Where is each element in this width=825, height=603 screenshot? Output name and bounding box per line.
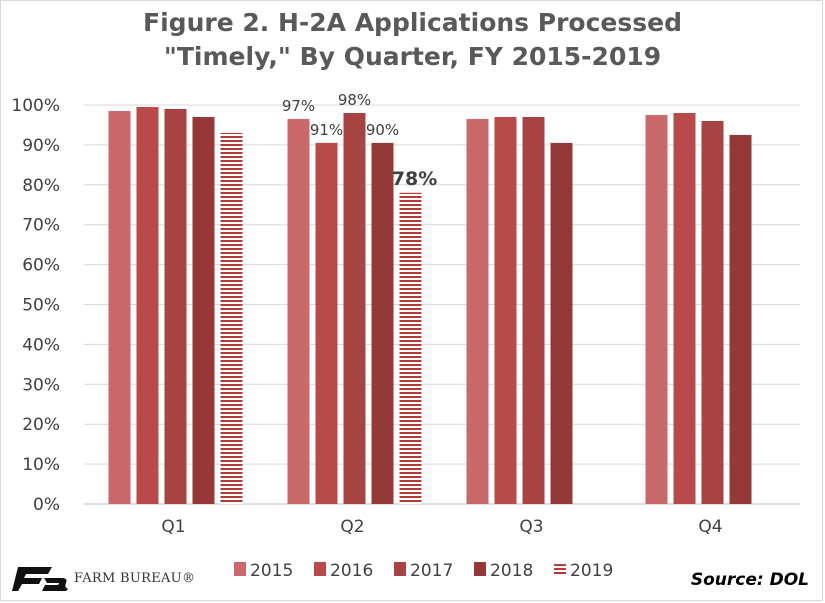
farm-bureau-logo: FARM BUREAU® <box>12 560 195 596</box>
y-tick-label: 50% <box>22 296 60 316</box>
legend-swatch-2015 <box>234 562 246 576</box>
y-tick-label: 40% <box>22 335 60 355</box>
y-tick-label: 10% <box>22 455 60 475</box>
x-tick-label: Q1 <box>161 517 185 537</box>
bar-2015-q3 <box>466 118 489 504</box>
legend-label-2019: 2019 <box>570 561 613 581</box>
y-axis-ticks: 0% 10% 20% 30% 40% 50% 60% 70% 80% 90% 100% <box>11 96 60 515</box>
bar-2017-q4 <box>701 120 724 505</box>
legend-label-2018: 2018 <box>490 561 533 581</box>
bar-2019-q2 <box>399 192 422 504</box>
bar-2019-q1 <box>220 132 243 504</box>
legend-label-2017: 2017 <box>410 561 453 581</box>
data-label-2015-q2: 97% <box>282 97 315 115</box>
farm-bureau-logo-text: FARM BUREAU® <box>74 570 196 586</box>
legend-swatch-2018 <box>474 562 486 576</box>
legend-label-2016: 2016 <box>330 561 373 581</box>
x-tick-label: Q4 <box>698 517 722 537</box>
legend-swatch-2016 <box>314 562 326 576</box>
x-axis-ticks: Q1 Q2 Q3 Q4 <box>161 517 722 537</box>
legend: 2015 2016 2017 2018 2019 <box>234 561 613 581</box>
bar-2015-q4 <box>645 114 668 504</box>
bar-2016-q1 <box>136 106 159 505</box>
bar-2016-q3 <box>494 116 517 504</box>
farm-bureau-logo-icon <box>12 567 68 591</box>
source-note: Source: DOL <box>690 570 809 590</box>
bars <box>108 106 752 505</box>
y-tick-label: 70% <box>22 216 60 236</box>
data-labels: 97% 91% 98% 90% 78% <box>282 91 437 190</box>
bar-2018-q2 <box>371 142 394 504</box>
chart-title: Figure 2. H-2A Applications Processed "T… <box>0 6 825 74</box>
chart-title-line2: "Timely," By Quarter, FY 2015-2019 <box>163 42 662 71</box>
x-tick-label: Q3 <box>519 517 543 537</box>
y-tick-label: 30% <box>22 375 60 395</box>
y-tick-label: 90% <box>22 136 60 156</box>
y-tick-label: 80% <box>22 176 60 196</box>
bar-2015-q1 <box>108 110 131 505</box>
bar-2015-q2 <box>287 118 310 504</box>
data-label-2017-q2: 98% <box>338 91 371 109</box>
y-tick-label: 100% <box>11 96 60 116</box>
y-tick-label: 20% <box>22 415 60 435</box>
bar-2018-q3 <box>550 142 573 504</box>
bar-2018-q1 <box>192 116 215 504</box>
legend-swatch-2019 <box>554 562 566 576</box>
bar-2017-q1 <box>164 108 187 505</box>
bar-2018-q4 <box>729 134 752 505</box>
y-tick-label: 0% <box>33 495 60 515</box>
data-label-2016-q2: 91% <box>310 121 343 139</box>
y-tick-label: 60% <box>22 256 60 276</box>
bar-2016-q4 <box>673 112 696 504</box>
chart-title-line1: Figure 2. H-2A Applications Processed <box>143 8 682 37</box>
data-label-2019-q2: 78% <box>392 168 437 190</box>
x-tick-label: Q2 <box>340 517 364 537</box>
legend-swatch-2017 <box>394 562 406 576</box>
bar-2016-q2 <box>315 142 338 504</box>
legend-label-2015: 2015 <box>250 561 293 581</box>
bar-2017-q3 <box>522 116 545 504</box>
data-label-2018-q2: 90% <box>366 121 399 139</box>
bar-2017-q2 <box>343 112 366 504</box>
